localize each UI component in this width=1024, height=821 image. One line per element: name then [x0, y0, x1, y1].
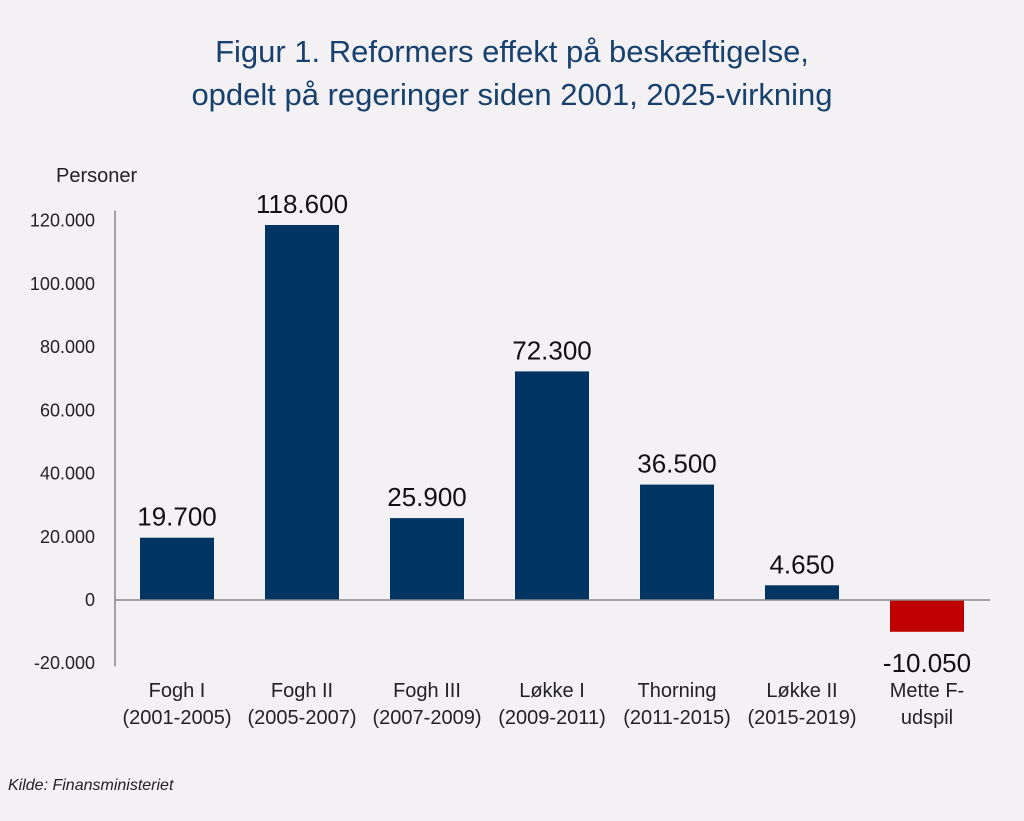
y-tick-label: 100.000: [30, 274, 95, 294]
chart-title-line-2: opdelt på regeringer siden 2001, 2025-vi…: [191, 77, 833, 112]
value-label-0: 19.700: [137, 502, 217, 532]
category-label: Mette F-: [890, 680, 964, 702]
y-axis-label: Personer: [56, 165, 137, 187]
y-tick-label: 60.000: [40, 400, 95, 420]
value-label-3: 72.300: [512, 335, 592, 365]
y-tick-label: 20.000: [40, 527, 95, 547]
category-label: Løkke I: [519, 680, 585, 702]
y-tick-label: 40.000: [40, 464, 95, 484]
category-label: (2007-2009): [373, 707, 482, 729]
value-label-1: 118.600: [256, 189, 348, 219]
bar-3: [515, 371, 589, 600]
x-axis: Fogh I (2001-2005) Fogh II (2005-2007) Fogh …: [123, 680, 965, 729]
category-label: (2001-2005): [123, 707, 232, 729]
chart-title: Figur 1. Reformers effekt på beskæftigel…: [0, 30, 1024, 116]
category-label: Thorning: [638, 680, 717, 702]
category-label: Fogh I: [149, 680, 206, 702]
category-label: Løkke II: [766, 680, 837, 702]
bar-1: [265, 225, 339, 600]
value-labels: 19.700 118.600 25.900 72.300 36.500 4.650 -10.…: [137, 189, 971, 678]
category-label: (2009-2011): [498, 707, 605, 729]
category-label: (2011-2015): [623, 707, 730, 729]
bar-2: [390, 518, 464, 600]
bar-5: [765, 585, 839, 600]
value-label-6: -10.050: [883, 648, 971, 678]
category-label: udspil: [901, 707, 953, 729]
source-note: Kilde: Finansministeriet: [8, 777, 174, 794]
y-tick-label: 0: [85, 590, 95, 610]
bar-6: [890, 600, 964, 632]
chart-title-line-1: Figur 1. Reformers effekt på beskæftigel…: [215, 34, 809, 69]
category-label: Fogh II: [271, 680, 333, 702]
y-axis: 120.000 100.000 80.000 60.000 40.000 20.000 0 -…: [30, 211, 95, 674]
y-tick-label: -20.000: [34, 653, 95, 673]
y-tick-label: 120.000: [30, 211, 95, 231]
value-label-4: 36.500: [637, 449, 717, 479]
y-tick-label: 80.000: [40, 337, 95, 357]
bar-0: [140, 537, 214, 600]
category-label: (2005-2007): [248, 707, 357, 729]
category-label: Fogh III: [393, 680, 461, 702]
bars: [140, 225, 964, 632]
value-label-5: 4.650: [769, 549, 834, 579]
value-label-2: 25.900: [387, 482, 467, 512]
category-label: (2015-2019): [748, 707, 857, 729]
bar-4: [640, 484, 714, 600]
